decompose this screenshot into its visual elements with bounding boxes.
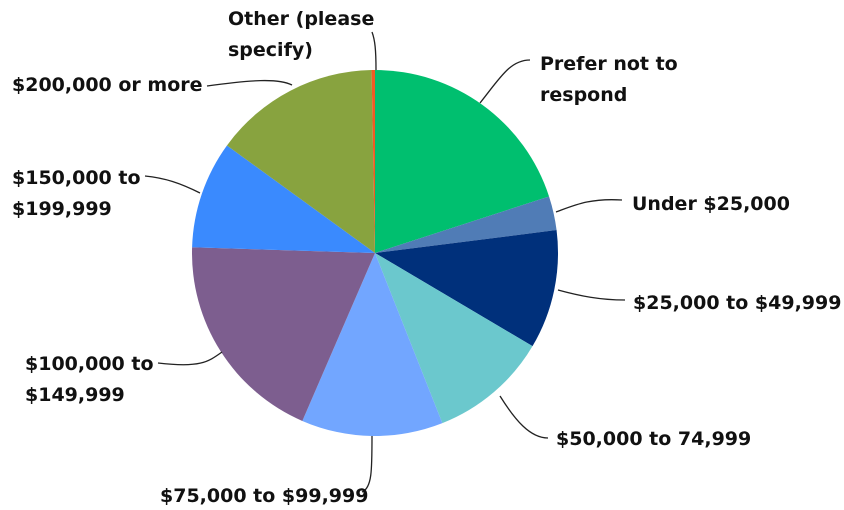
pie-slice-other-please-specify: [371, 69, 375, 253]
leader-line-150-000-to-199-999: [144, 175, 201, 194]
slice-label-50-000-to-74-999: $50,000 to 74,999: [556, 428, 751, 450]
leader-line-other-please-specify: [371, 31, 377, 71]
leader-line-50-000-to-74-999: [499, 395, 549, 439]
leader-line-prefer-not-to-respond: [479, 59, 531, 104]
slice-label-25-000-to-49-999: $25,000 to $49,999: [633, 292, 841, 314]
pie-slices: [191, 69, 559, 437]
pie-slice-50-000-to-74-999: [375, 253, 533, 424]
pie-slice-75-000-to-99-999: [302, 253, 443, 437]
leader-line-under-25-000: [555, 199, 623, 213]
slice-label-150-000-to-199-999: $150,000 to $199,999: [12, 167, 141, 220]
slice-labels: Prefer not to respond Under $25,000 $25,000…: [12, 8, 841, 507]
slice-label-75-000-to-99-999: $75,000 to $99,999: [160, 485, 368, 507]
pie-slice-150-000-to-199-999: [192, 145, 375, 253]
pie-slice-prefer-not-to-respond: [375, 70, 550, 253]
leader-line-100-000-to-149-999: [157, 351, 223, 366]
leader-line-25-000-to-49-999: [557, 289, 626, 301]
pie-slice-200-000-or-more: [226, 70, 375, 253]
slice-label-other-please-specify: Other (please specify): [228, 8, 374, 61]
pie-slice-under-25-000: [375, 196, 557, 253]
slice-label-under-25-000: Under $25,000: [632, 193, 790, 215]
slice-label-100-000-to-149-999: $100,000 to $149,999: [25, 353, 154, 406]
slice-label-200-000-or-more: $200,000 or more: [12, 74, 203, 96]
leader-line-75-000-to-99-999: [361, 435, 373, 493]
pie-slice-100-000-to-149-999: [191, 247, 375, 421]
pie-slice-25-000-to-49-999: [375, 230, 559, 347]
leader-lines: [144, 31, 626, 493]
leader-line-200-000-or-more: [206, 79, 293, 87]
slice-label-prefer-not-to-respond: Prefer not to respond: [540, 53, 678, 106]
